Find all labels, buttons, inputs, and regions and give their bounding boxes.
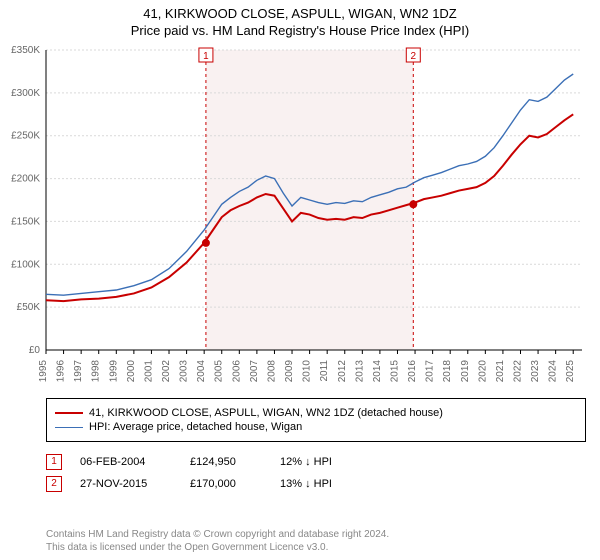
svg-text:2020: 2020 <box>477 360 488 383</box>
info-rows: 1 06-FEB-2004 £124,950 12% ↓ HPI 2 27-NO… <box>46 448 576 498</box>
title-sub: Price paid vs. HM Land Registry's House … <box>0 23 600 38</box>
svg-text:2001: 2001 <box>143 360 154 383</box>
svg-text:2002: 2002 <box>161 360 172 383</box>
svg-text:1997: 1997 <box>73 360 84 383</box>
svg-text:2015: 2015 <box>389 360 400 383</box>
svg-text:£150K: £150K <box>11 216 40 227</box>
legend-swatch-blue <box>55 427 83 428</box>
legend-row: HPI: Average price, detached house, Wiga… <box>55 421 577 433</box>
svg-text:1999: 1999 <box>108 360 119 383</box>
svg-text:1: 1 <box>203 51 209 62</box>
svg-text:2005: 2005 <box>214 360 225 383</box>
svg-text:2012: 2012 <box>337 360 348 383</box>
svg-text:£300K: £300K <box>11 88 40 99</box>
svg-text:2007: 2007 <box>249 360 260 383</box>
svg-text:2010: 2010 <box>302 360 313 383</box>
svg-text:2021: 2021 <box>495 360 506 383</box>
svg-text:2025: 2025 <box>565 360 576 383</box>
svg-text:2016: 2016 <box>407 360 418 383</box>
legend-row: 41, KIRKWOOD CLOSE, ASPULL, WIGAN, WN2 1… <box>55 407 577 419</box>
footer: Contains HM Land Registry data © Crown c… <box>46 528 389 554</box>
svg-text:1996: 1996 <box>56 360 67 383</box>
footer-line: This data is licensed under the Open Gov… <box>46 541 389 554</box>
info-price: £170,000 <box>190 478 280 490</box>
svg-text:2024: 2024 <box>548 360 559 383</box>
legend-box: 41, KIRKWOOD CLOSE, ASPULL, WIGAN, WN2 1… <box>46 398 586 442</box>
svg-text:£250K: £250K <box>11 131 40 142</box>
svg-text:£50K: £50K <box>17 302 41 313</box>
svg-text:2011: 2011 <box>319 360 330 382</box>
legend-label: 41, KIRKWOOD CLOSE, ASPULL, WIGAN, WN2 1… <box>89 407 443 419</box>
svg-text:2018: 2018 <box>442 360 453 383</box>
chart-container: 41, KIRKWOOD CLOSE, ASPULL, WIGAN, WN2 1… <box>0 0 600 560</box>
svg-text:2022: 2022 <box>512 360 523 383</box>
svg-text:1998: 1998 <box>91 360 102 383</box>
info-delta: 12% ↓ HPI <box>280 456 400 468</box>
info-row: 2 27-NOV-2015 £170,000 13% ↓ HPI <box>46 476 576 492</box>
info-price: £124,950 <box>190 456 280 468</box>
svg-text:2019: 2019 <box>460 360 471 383</box>
svg-text:2009: 2009 <box>284 360 295 383</box>
price-chart: £0 £50K £100K £150K £200K £250K £300K £350K 1995… <box>6 46 586 386</box>
svg-text:£200K: £200K <box>11 174 40 185</box>
info-date: 06-FEB-2004 <box>80 456 190 468</box>
svg-text:2017: 2017 <box>425 360 436 383</box>
svg-text:2014: 2014 <box>372 360 383 383</box>
legend-label: HPI: Average price, detached house, Wiga… <box>89 421 302 433</box>
title-main: 41, KIRKWOOD CLOSE, ASPULL, WIGAN, WN2 1… <box>0 6 600 21</box>
svg-text:2008: 2008 <box>266 360 277 383</box>
info-row: 1 06-FEB-2004 £124,950 12% ↓ HPI <box>46 454 576 470</box>
svg-text:2006: 2006 <box>231 360 242 383</box>
svg-text:2000: 2000 <box>126 360 137 383</box>
svg-text:1995: 1995 <box>38 360 49 383</box>
svg-text:2: 2 <box>411 51 417 62</box>
info-marker-2: 2 <box>46 476 62 492</box>
svg-text:2004: 2004 <box>196 360 207 383</box>
svg-text:£350K: £350K <box>11 46 40 56</box>
info-delta: 13% ↓ HPI <box>280 478 400 490</box>
svg-text:£0: £0 <box>29 345 41 356</box>
info-marker-1: 1 <box>46 454 62 470</box>
svg-text:2023: 2023 <box>530 360 541 383</box>
title-block: 41, KIRKWOOD CLOSE, ASPULL, WIGAN, WN2 1… <box>0 0 600 38</box>
svg-text:£100K: £100K <box>11 259 40 270</box>
info-date: 27-NOV-2015 <box>80 478 190 490</box>
svg-text:2013: 2013 <box>354 360 365 383</box>
legend-swatch-red <box>55 412 83 414</box>
footer-line: Contains HM Land Registry data © Crown c… <box>46 528 389 541</box>
svg-text:2003: 2003 <box>179 360 190 383</box>
